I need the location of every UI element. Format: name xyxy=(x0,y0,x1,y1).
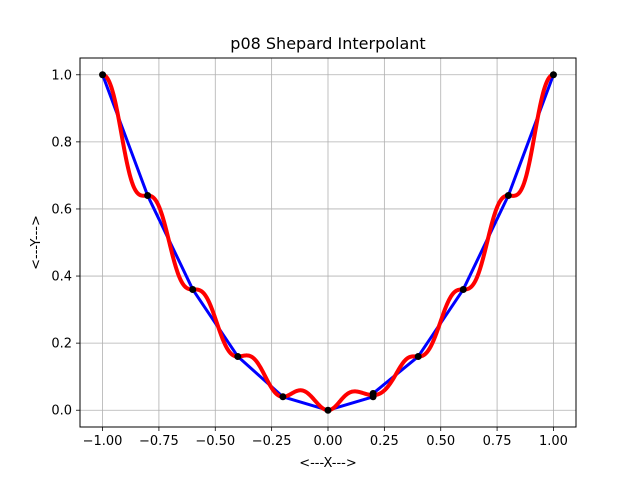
data-point-marker xyxy=(279,393,287,401)
data-point-marker xyxy=(234,353,242,361)
x-tick-label: 0.50 xyxy=(426,434,455,449)
y-tick-label: 0.0 xyxy=(51,404,72,419)
x-axis-ticks: −1.00 −0.75 −0.50 −0.25 0.00 0.25 0.50 0.75 1.00 xyxy=(83,427,568,449)
y-axis-label: <---Y---> xyxy=(29,215,44,270)
x-tick-label: 0.25 xyxy=(370,434,399,449)
data-point-marker xyxy=(144,192,152,200)
series-piecewise-linear xyxy=(101,74,555,412)
x-tick-label: 0.75 xyxy=(483,434,512,449)
y-tick-label: 0.4 xyxy=(51,270,72,285)
y-tick-label: 1.0 xyxy=(51,68,72,83)
data-point-marker xyxy=(324,406,332,414)
data-point-marker xyxy=(459,285,467,293)
chart-title: p08 Shepard Interpolant xyxy=(230,34,425,53)
y-axis-ticks: 0.0 0.2 0.4 0.6 0.8 1.0 xyxy=(51,68,80,419)
data-point-marker xyxy=(99,71,107,79)
data-point-marker xyxy=(504,192,512,200)
data-point-marker xyxy=(549,71,557,79)
data-point-marker xyxy=(414,353,422,361)
x-tick-label: 1.00 xyxy=(539,434,568,449)
x-tick-label: 0.00 xyxy=(314,434,343,449)
data-point-marker xyxy=(189,285,197,293)
x-tick-label: −1.00 xyxy=(83,434,123,449)
x-tick-label: −0.75 xyxy=(139,434,179,449)
data-point-marker xyxy=(369,389,377,397)
x-tick-label: −0.50 xyxy=(195,434,235,449)
y-tick-label: 0.6 xyxy=(51,202,72,217)
plot-area xyxy=(99,71,557,414)
x-tick-label: −0.25 xyxy=(252,434,292,449)
x-axis-label: <---X---> xyxy=(299,456,357,471)
y-tick-label: 0.2 xyxy=(51,337,72,352)
y-tick-label: 0.8 xyxy=(51,135,72,150)
